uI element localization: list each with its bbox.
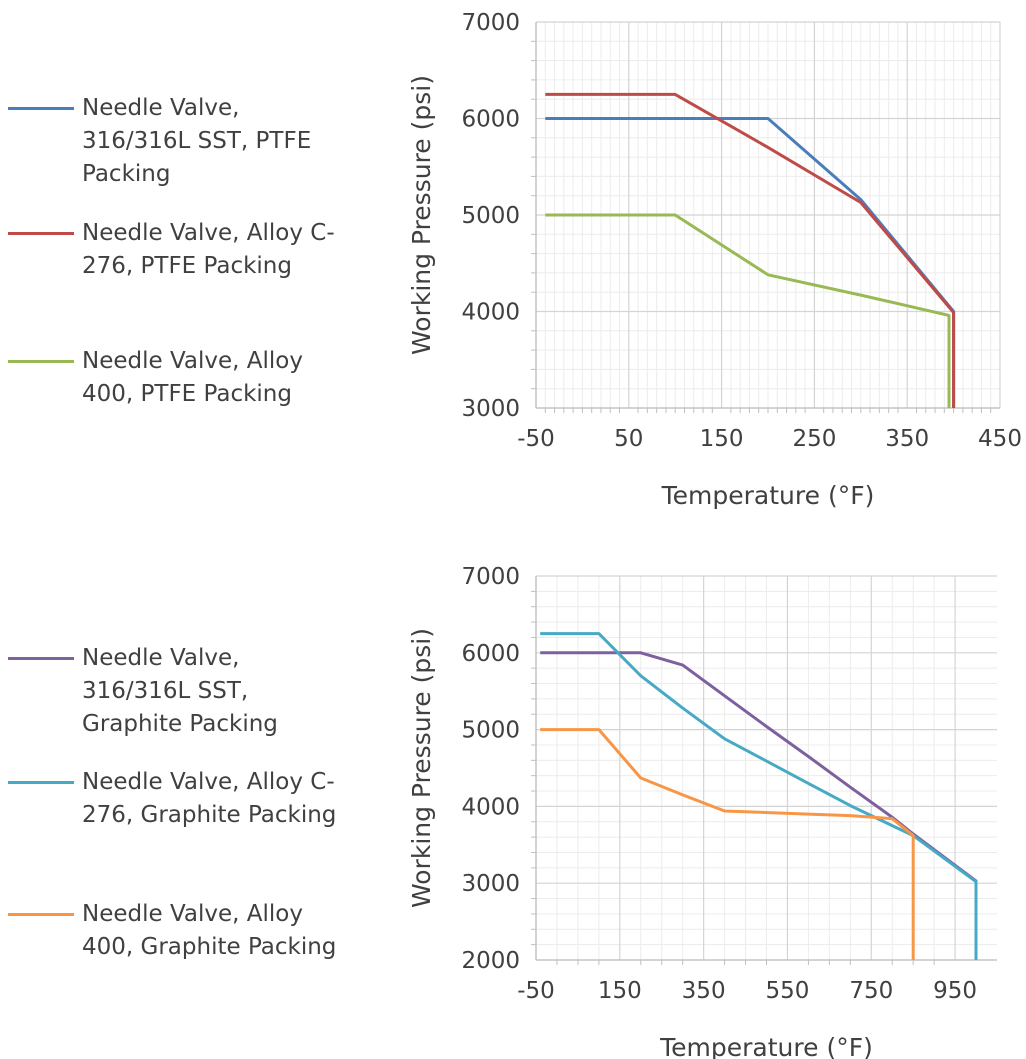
legend-swatch	[8, 781, 74, 784]
x-tick-label: 150	[700, 426, 744, 452]
x-tick-label: 550	[766, 978, 810, 1004]
y-tick-label: 5000	[461, 203, 520, 229]
y-tick-label: 4000	[461, 794, 520, 820]
y-tick-label: 5000	[461, 718, 520, 744]
series-line-3	[545, 213, 951, 408]
x-tick-label: 750	[849, 978, 893, 1004]
x-tick-label: 150	[598, 978, 642, 1004]
legend-label: Needle Valve, Alloy 400, Graphite Packin…	[82, 901, 337, 960]
legend-label: Needle Valve, 316/316L SST, Graphite Pac…	[82, 645, 278, 737]
legend-swatch	[8, 657, 74, 660]
x-tick-label: 250	[792, 426, 836, 452]
legend-swatch	[8, 913, 74, 916]
legend-label: Needle Valve, 316/316L SST, PTFE Packing	[82, 95, 312, 187]
y-tick-label: 3000	[461, 396, 520, 422]
x-axis-title: Temperature (°F)	[659, 1033, 873, 1059]
chart-panel-ptfe: Needle Valve, 316/316L SST, PTFE Packing…	[0, 0, 1026, 520]
x-tick-label: 50	[614, 426, 643, 452]
line-chart-ptfe: -50 50 150 250 350 450 3000 4000 5000 6000 7000 Tem…	[407, 10, 1022, 510]
series-line-2	[540, 632, 978, 960]
y-tick-label: 4000	[461, 300, 520, 326]
y-tick-label: 7000	[461, 564, 520, 590]
series-line-3	[540, 728, 915, 960]
series-line-2	[545, 92, 956, 408]
x-axis-title: Temperature (°F)	[661, 481, 875, 510]
legend-label: Needle Valve, Alloy 400, PTFE Packing	[82, 348, 303, 407]
grid	[531, 21, 1001, 413]
x-tick-label: -50	[517, 426, 555, 452]
y-tick-label: 6000	[461, 107, 520, 133]
line-chart-graphite: -50 150 350 550 750 950 2000 3000 4000 5000 6000 70…	[407, 564, 997, 1059]
legend-label: Needle Valve, Alloy C- 276, Graphite Pac…	[82, 769, 337, 828]
y-axis-title: Working Pressure (psi)	[407, 628, 436, 908]
legend-swatch	[8, 360, 74, 363]
y-axis-title: Working Pressure (psi)	[407, 75, 436, 355]
legend-swatch	[8, 107, 74, 110]
chart-panel-graphite: Needle Valve, 316/316L SST, Graphite Pac…	[0, 540, 1026, 1059]
y-tick-label: 6000	[461, 641, 520, 667]
x-tick-label: 450	[978, 426, 1022, 452]
y-tick-label: 3000	[461, 871, 520, 897]
y-tick-label: 7000	[461, 10, 520, 36]
x-tick-label: 350	[885, 426, 929, 452]
legend-swatch	[8, 232, 74, 235]
legend-label: Needle Valve, Alloy C- 276, PTFE Packing	[82, 220, 335, 279]
x-tick-label: -50	[517, 978, 555, 1004]
y-tick-label: 2000	[461, 948, 520, 974]
x-tick-label: 350	[682, 978, 726, 1004]
x-tick-label: 950	[933, 978, 977, 1004]
